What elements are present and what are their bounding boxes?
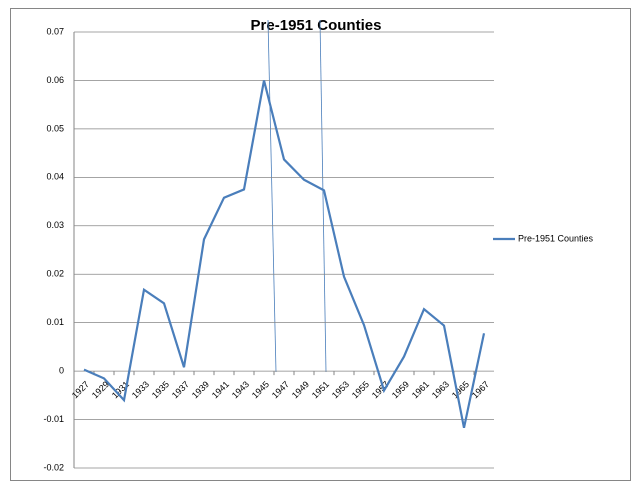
y-tick-label: 0.04 [46, 172, 64, 182]
y-tick-label: -0.02 [43, 462, 64, 472]
y-tick-label: 0.07 [46, 26, 64, 36]
data-line [83, 80, 486, 429]
y-tick-label: 0.01 [46, 317, 64, 327]
legend-label: Pre-1951 Counties [518, 233, 594, 243]
y-tick-label: 0 [59, 365, 64, 375]
chart-border [10, 8, 631, 481]
chart-title: Pre-1951 Counties [251, 17, 382, 34]
y-tick-label: 0.02 [46, 269, 64, 279]
y-tick-label: -0.01 [43, 414, 64, 424]
y-tick-label: 0.03 [46, 220, 64, 230]
annotation-line [319, 19, 327, 373]
annotation-line [267, 19, 277, 373]
y-tick-label: 0.06 [46, 75, 64, 85]
y-tick-label: 0.05 [46, 123, 64, 133]
